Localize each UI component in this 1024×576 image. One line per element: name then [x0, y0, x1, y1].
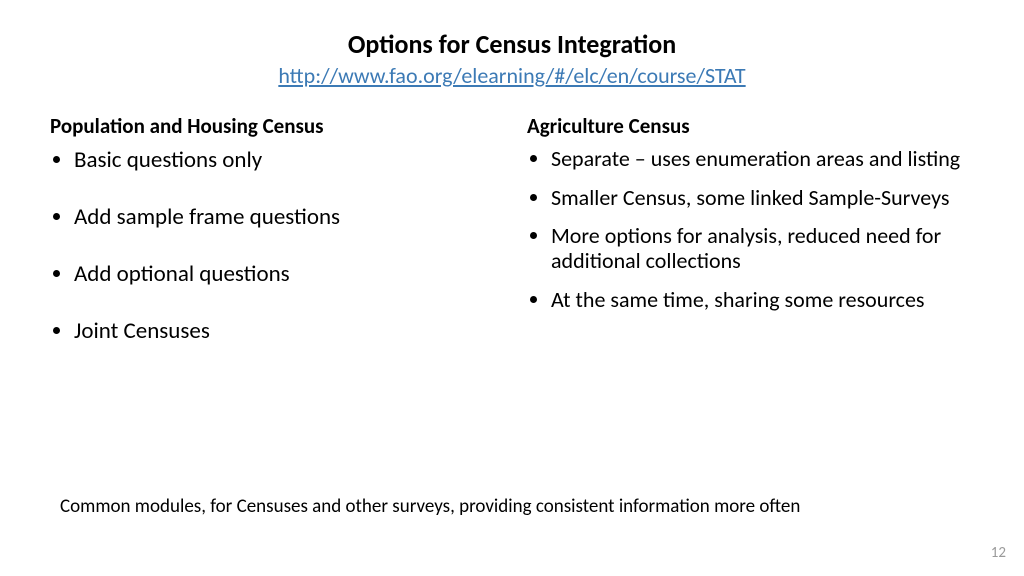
- slide-title: Options for Census Integration: [0, 28, 1024, 60]
- left-column: Population and Housing Census Basic ques…: [50, 113, 497, 376]
- list-item: Basic questions only: [74, 147, 497, 174]
- list-item: At the same time, sharing some resources: [551, 288, 974, 313]
- left-heading: Population and Housing Census: [50, 113, 497, 139]
- list-item: Separate – uses enumeration areas and li…: [551, 147, 974, 172]
- list-item: Smaller Census, some linked Sample-Surve…: [551, 186, 974, 211]
- title-block: Options for Census Integration http://ww…: [0, 0, 1024, 89]
- right-column: Agriculture Census Separate – uses enume…: [527, 113, 974, 376]
- list-item: Add sample frame questions: [74, 204, 497, 231]
- left-list: Basic questions only Add sample frame qu…: [50, 147, 497, 346]
- right-heading: Agriculture Census: [527, 113, 974, 139]
- footer-note: Common modules, for Censuses and other s…: [60, 495, 964, 518]
- columns: Population and Housing Census Basic ques…: [0, 89, 1024, 376]
- list-item: Joint Censuses: [74, 318, 497, 345]
- list-item: Add optional questions: [74, 261, 497, 288]
- subtitle-link[interactable]: http://www.fao.org/elearning/#/elc/en/co…: [0, 62, 1024, 89]
- right-list: Separate – uses enumeration areas and li…: [527, 147, 974, 312]
- page-number: 12: [991, 544, 1006, 562]
- slide: Options for Census Integration http://ww…: [0, 0, 1024, 576]
- list-item: More options for analysis, reduced need …: [551, 224, 974, 273]
